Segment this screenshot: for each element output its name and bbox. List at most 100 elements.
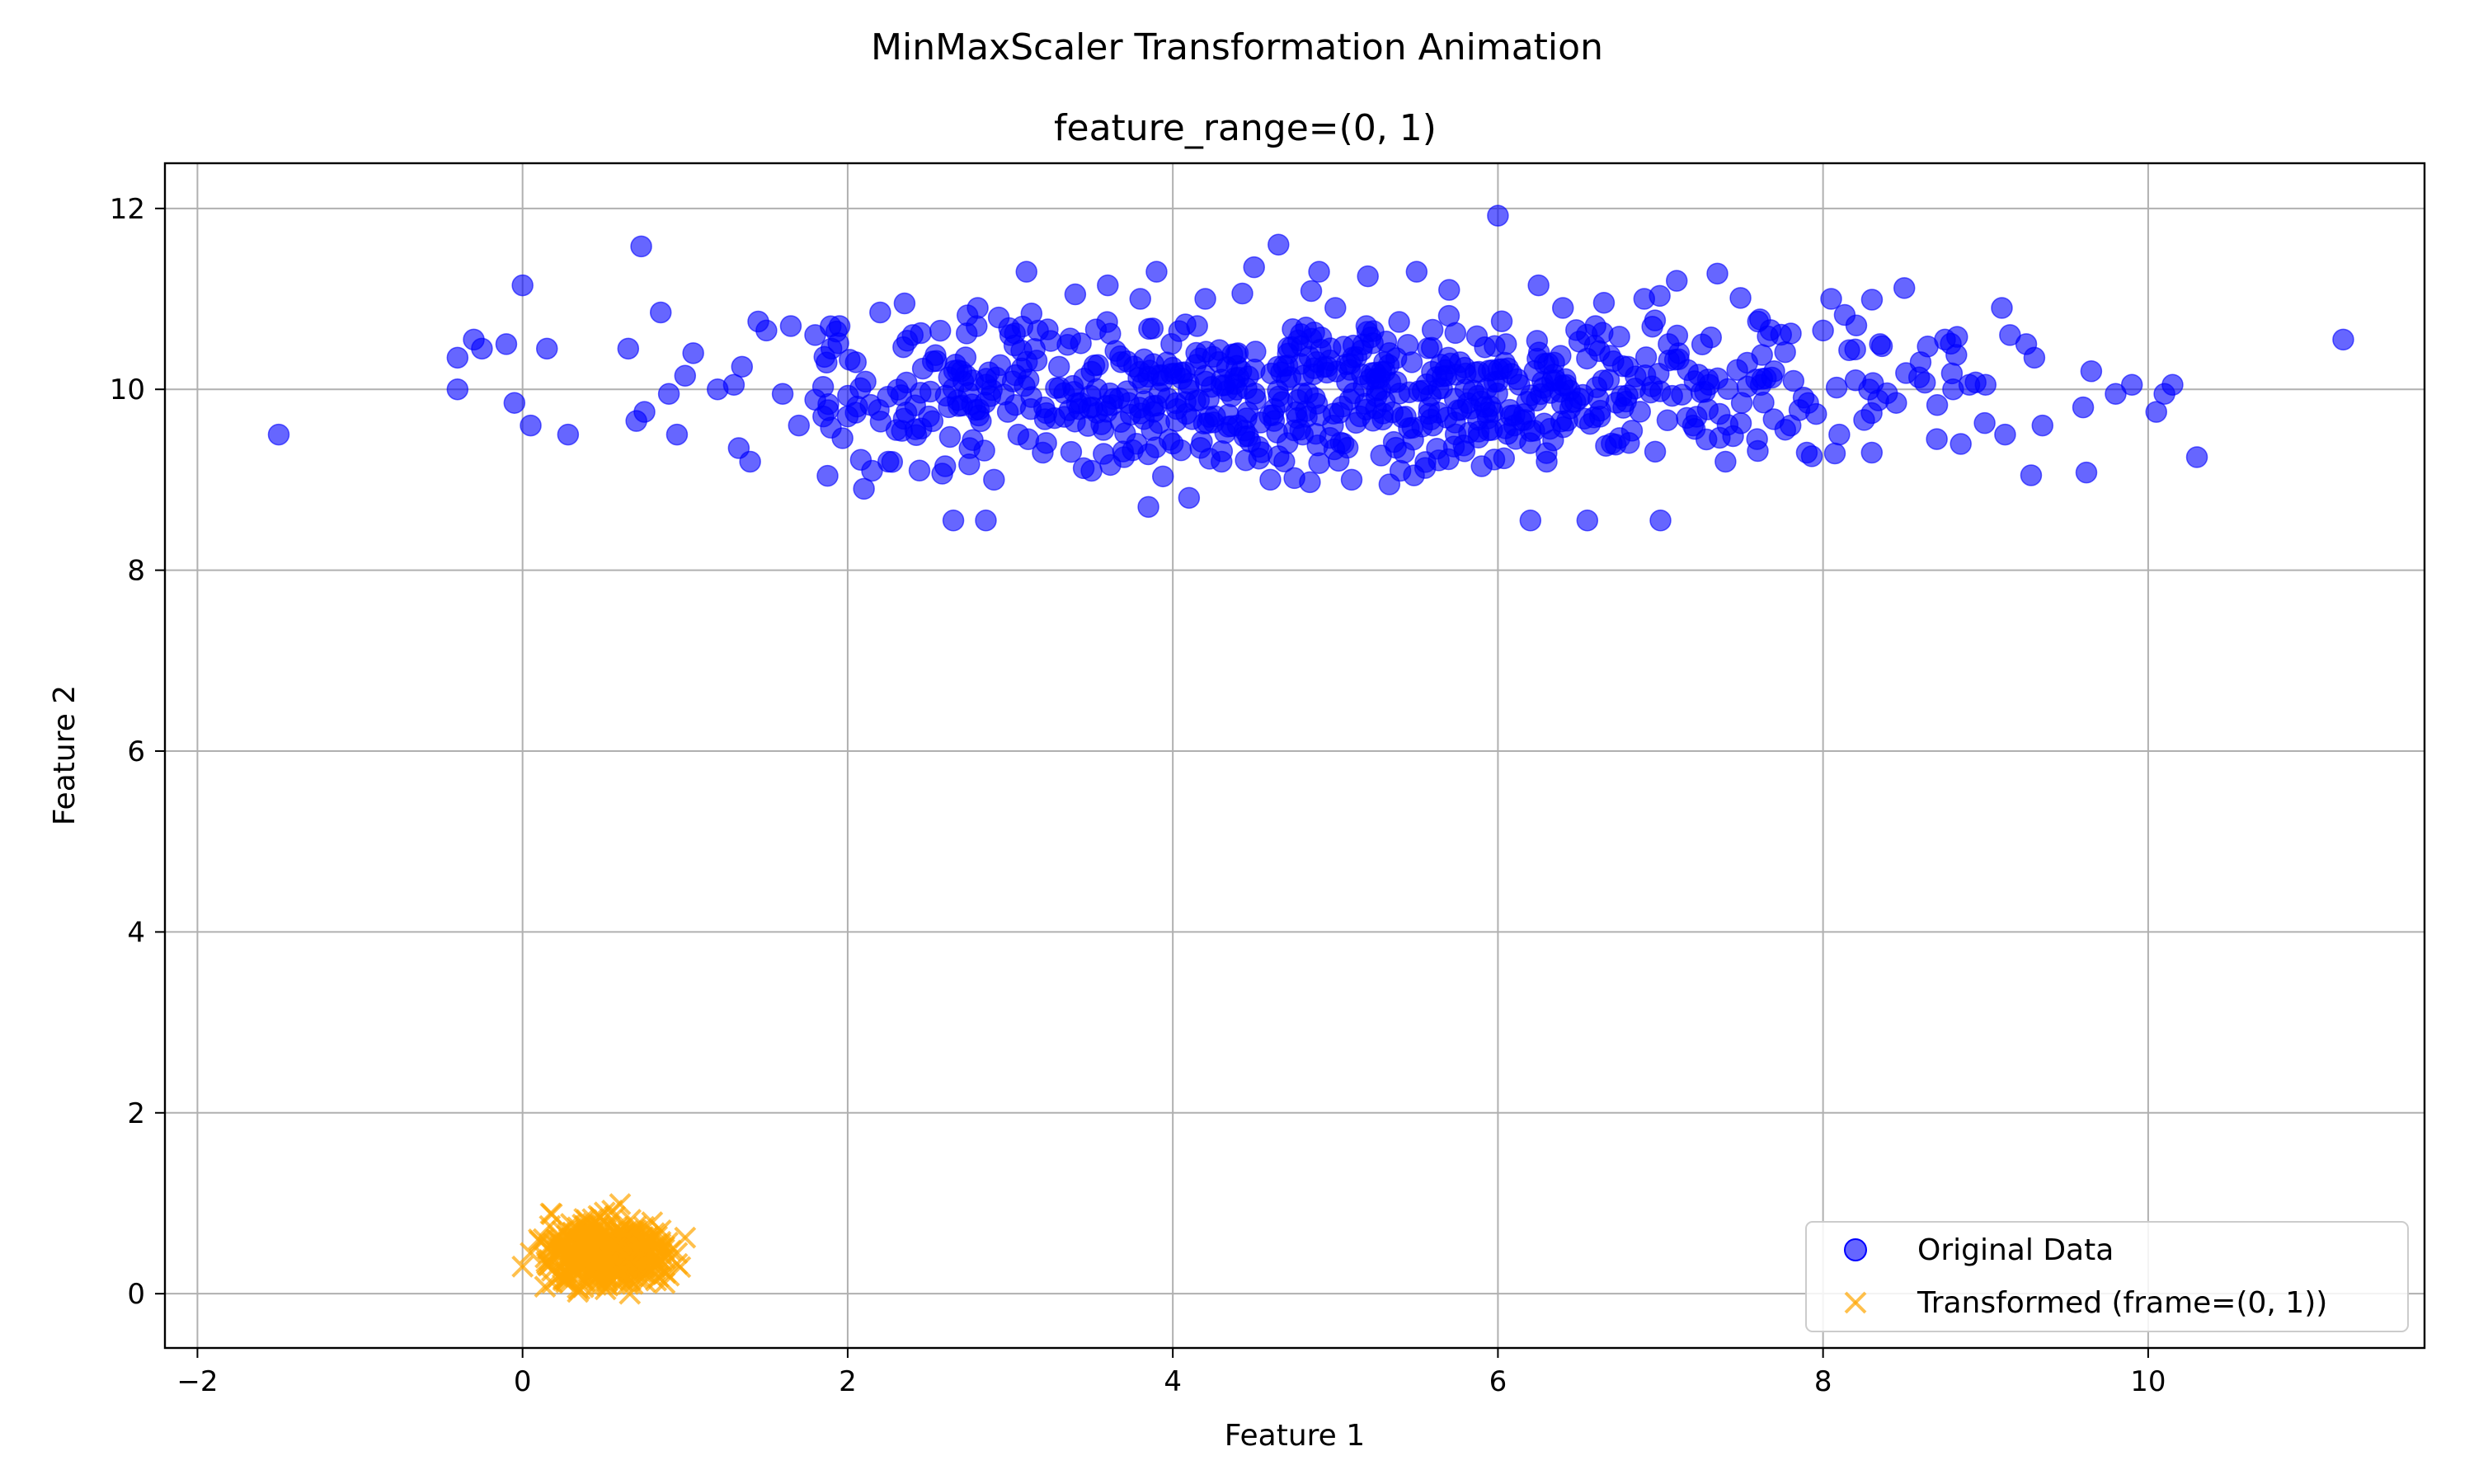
original-data-point [1820, 288, 1842, 310]
original-data-point [1483, 448, 1506, 471]
original-data-point [1706, 262, 1729, 285]
original-data-point [1666, 324, 1689, 347]
original-data-point [849, 448, 872, 471]
original-data-point [1308, 452, 1330, 475]
original-data-point [890, 384, 913, 406]
original-data-point [666, 423, 689, 446]
original-data-point [1676, 406, 1698, 430]
original-data-point [881, 451, 904, 473]
original-data-point [1494, 417, 1517, 439]
original-data-point [779, 315, 802, 337]
original-data-point [1165, 410, 1188, 432]
original-data-point [1141, 317, 1164, 340]
x-tick-label: 0 [514, 1365, 532, 1398]
transformed-data-series [511, 1193, 697, 1305]
original-data-point [1573, 407, 1596, 430]
original-data-point [938, 425, 962, 448]
original-data-point [908, 459, 931, 481]
original-data-point [839, 349, 861, 371]
legend-marker-original [1844, 1238, 1867, 1261]
original-data-point [958, 453, 981, 476]
original-data-point [1658, 349, 1681, 372]
original-data-point [1427, 449, 1450, 472]
original-data-point [1244, 388, 1267, 411]
original-data-point [955, 364, 977, 387]
original-data-point [1359, 326, 1382, 349]
y-tick-label: 0 [127, 1278, 145, 1311]
original-data-point [1011, 315, 1034, 338]
original-data-point [511, 274, 534, 297]
original-data-point [1523, 420, 1545, 442]
original-data-point [893, 292, 916, 315]
original-data-point [2185, 446, 2208, 468]
original-data-point [1770, 323, 1793, 346]
original-data-point [1047, 355, 1070, 378]
original-data-point [1858, 378, 1880, 401]
legend-label-transformed: Transformed (frame=(0, 1)) [1917, 1286, 2327, 1320]
original-data-point [1520, 384, 1542, 406]
original-data-point [978, 361, 1000, 383]
original-data-point [1271, 391, 1293, 413]
original-data-point [1174, 313, 1197, 336]
original-data-point [1717, 378, 1739, 401]
y-tick-label: 8 [127, 555, 145, 588]
original-data-point [1345, 345, 1368, 369]
original-data-point [633, 401, 656, 423]
original-data-point [825, 320, 848, 343]
original-data-point [925, 350, 948, 373]
transformed-data-point [571, 1240, 594, 1263]
original-data-point [1420, 336, 1443, 359]
original-data-point [1388, 311, 1410, 333]
original-data-point [1151, 465, 1174, 488]
original-data-point [1800, 445, 1823, 467]
original-data-point [1833, 303, 1856, 326]
original-data-point [1340, 468, 1363, 491]
original-data-point [1268, 445, 1290, 467]
original-data-point [1064, 283, 1087, 306]
original-data-point [1812, 319, 1834, 342]
original-data-point [1490, 310, 1513, 332]
original-data-point [816, 464, 839, 487]
original-data-point [1926, 394, 1949, 416]
original-data-point [1467, 426, 1490, 449]
original-data-point [1110, 351, 1132, 373]
original-data-point [1221, 415, 1243, 438]
y-tick-label: 6 [127, 735, 145, 768]
original-data-point [1519, 510, 1542, 532]
original-data-point [1825, 376, 1848, 399]
original-data-point [1991, 297, 2013, 319]
original-data-point [1714, 450, 1737, 473]
original-data-point [1722, 425, 1744, 448]
original-data-point [657, 383, 680, 405]
original-data-point [1552, 297, 1574, 319]
original-data-point [869, 301, 891, 324]
y-tick-label: 12 [110, 193, 145, 226]
original-data-point [816, 351, 838, 374]
plot-frame [163, 162, 2426, 1350]
original-data-point [1004, 393, 1027, 416]
original-data-point [1625, 365, 1647, 387]
original-data-point [1649, 510, 1672, 532]
original-data-point [1661, 384, 1683, 407]
original-data-point [731, 355, 754, 378]
original-data-point [1385, 347, 1408, 369]
original-data-point [1160, 333, 1183, 355]
transformed-data-point [549, 1240, 572, 1263]
axis-ticks: −2 0 2 4 6 8 10 0 2 4 6 8 10 12 [110, 193, 2166, 1398]
y-tick-label: 2 [127, 1097, 145, 1130]
original-data-point [983, 468, 1005, 491]
original-data-point [1117, 392, 1141, 415]
original-data-point [1437, 304, 1460, 327]
transformed-data-point [613, 1222, 636, 1245]
legend-box [1805, 1221, 2409, 1332]
original-data-point [1487, 204, 1509, 227]
original-data-point [1093, 443, 1115, 465]
original-data-point [1300, 279, 1323, 303]
original-data-point [630, 235, 652, 258]
original-data-point [1017, 428, 1040, 451]
original-data-point [811, 375, 835, 398]
original-data-point [771, 383, 794, 405]
original-data-point [1035, 432, 1057, 454]
original-data-point [1225, 343, 1248, 365]
original-data-point [1592, 291, 1616, 314]
